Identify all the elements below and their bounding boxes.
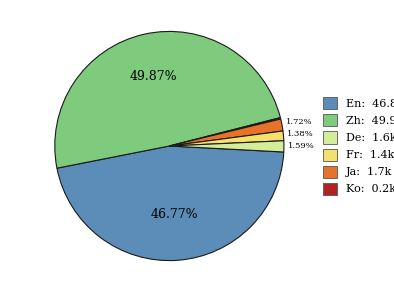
Text: 1.38%: 1.38%: [287, 130, 314, 138]
Text: 1.59%: 1.59%: [288, 142, 314, 150]
Legend: En:  46.8k, Zh:  49.9k, De:  1.6k, Fr:  1.4k, Ja:  1.7k, Ko:  0.2k: En: 46.8k, Zh: 49.9k, De: 1.6k, Fr: 1.4k…: [318, 93, 394, 199]
Wedge shape: [57, 146, 284, 260]
Wedge shape: [55, 32, 281, 168]
Text: 49.87%: 49.87%: [130, 70, 177, 83]
Wedge shape: [169, 119, 283, 146]
Wedge shape: [169, 131, 284, 146]
Wedge shape: [169, 118, 281, 146]
Text: 46.77%: 46.77%: [151, 208, 198, 221]
Wedge shape: [169, 141, 284, 152]
Text: 1.72%: 1.72%: [286, 118, 312, 126]
